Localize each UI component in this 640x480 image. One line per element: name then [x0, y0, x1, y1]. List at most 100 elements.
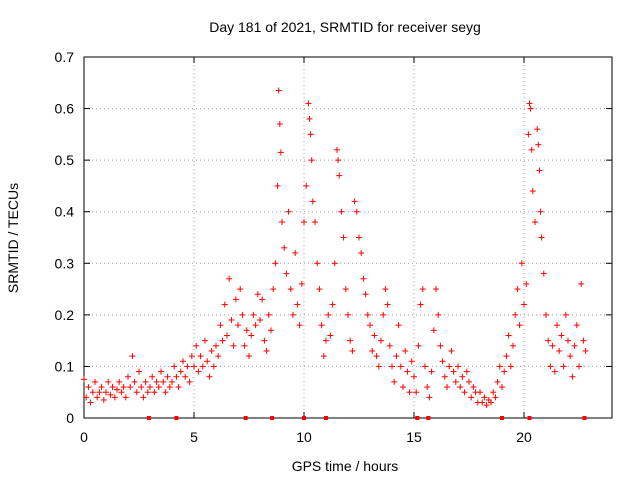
data-point: [92, 378, 98, 385]
x-tick-label: 10: [296, 429, 312, 445]
data-point: [424, 384, 431, 391]
data-point: [578, 280, 585, 287]
data-point: [503, 353, 510, 360]
data-point: [529, 188, 536, 195]
data-point: [151, 389, 158, 396]
data-point: [452, 378, 459, 385]
data-point: [430, 327, 437, 334]
bottom-marker: [243, 416, 248, 420]
data-point: [444, 384, 450, 391]
data-point: [545, 337, 552, 344]
data-point: [413, 389, 420, 396]
data-point: [265, 311, 272, 318]
data-point: [120, 384, 127, 391]
data-point: [340, 234, 347, 241]
data-point: [404, 368, 411, 375]
data-point: [419, 286, 426, 293]
data-point: [219, 337, 226, 344]
data-point: [562, 311, 569, 318]
data-point: [281, 244, 288, 251]
data-point: [197, 353, 204, 360]
data-point: [94, 394, 101, 401]
data-point: [400, 384, 406, 391]
data-point: [571, 342, 578, 349]
data-point: [499, 384, 505, 391]
data-point: [162, 389, 169, 396]
y-tick-label: 0.1: [55, 358, 75, 374]
y-tick-label: 0.4: [55, 204, 75, 220]
data-point: [325, 311, 332, 318]
data-point: [556, 347, 563, 354]
x-tick-label: 0: [80, 429, 88, 445]
data-point: [417, 301, 424, 308]
data-point: [558, 332, 565, 339]
data-point: [327, 332, 334, 339]
data-point: [378, 337, 384, 344]
data-point: [122, 394, 129, 401]
data-point: [488, 399, 494, 406]
data-point: [435, 311, 442, 318]
y-tick-label: 0.7: [55, 49, 75, 65]
data-point: [391, 378, 398, 385]
data-point: [133, 389, 140, 396]
x-axis-label: GPS time / hours: [292, 458, 399, 474]
data-point: [408, 358, 415, 365]
data-point: [114, 386, 120, 393]
data-point: [138, 384, 145, 391]
data-point: [235, 322, 241, 329]
data-point: [202, 337, 208, 344]
data-point: [254, 291, 261, 298]
data-point: [523, 280, 530, 287]
data-point: [318, 322, 325, 329]
chart-title: Day 181 of 2021, SRMTID for receiver sey…: [209, 19, 481, 35]
data-point: [428, 368, 435, 375]
bottom-marker: [324, 416, 328, 420]
data-point: [323, 337, 329, 344]
y-tick-label: 0.3: [55, 255, 75, 271]
data-point: [259, 296, 266, 303]
data-point: [441, 373, 448, 380]
grid: [84, 57, 612, 418]
data-point: [336, 172, 343, 179]
data-point: [448, 347, 455, 354]
data-point: [204, 358, 211, 365]
data-point: [540, 270, 547, 277]
data-point: [96, 389, 103, 396]
data-point: [538, 234, 545, 241]
bottom-markers: [146, 416, 587, 420]
data-point: [107, 391, 114, 398]
data-point: [144, 389, 151, 396]
data-point: [492, 394, 499, 401]
data-point: [153, 378, 160, 385]
data-point: [371, 332, 378, 339]
data-point: [329, 301, 336, 308]
data-point: [217, 322, 224, 329]
data-point: [567, 353, 574, 360]
data-point: [356, 234, 362, 241]
data-point: [213, 342, 219, 349]
data-point: [461, 389, 468, 396]
data-point: [270, 286, 277, 293]
data-point: [349, 347, 356, 354]
data-point: [171, 363, 178, 370]
data-point: [127, 384, 134, 391]
data-point: [239, 311, 246, 318]
data-point: [116, 378, 123, 385]
data-point: [228, 317, 235, 324]
data-point: [402, 347, 409, 354]
data-point: [230, 342, 237, 349]
data-point: [514, 286, 521, 293]
data-point: [246, 353, 252, 360]
data-point: [551, 368, 558, 375]
data-point: [272, 260, 279, 267]
data-point: [479, 399, 486, 406]
data-point: [459, 373, 466, 380]
data-point: [111, 394, 118, 401]
data-point: [158, 368, 164, 375]
data-point: [422, 363, 428, 370]
bottom-marker: [500, 416, 504, 420]
bottom-marker: [174, 416, 179, 420]
data-point: [534, 126, 541, 133]
y-tick-label: 0.2: [55, 307, 75, 323]
x-tick-label: 20: [516, 429, 532, 445]
